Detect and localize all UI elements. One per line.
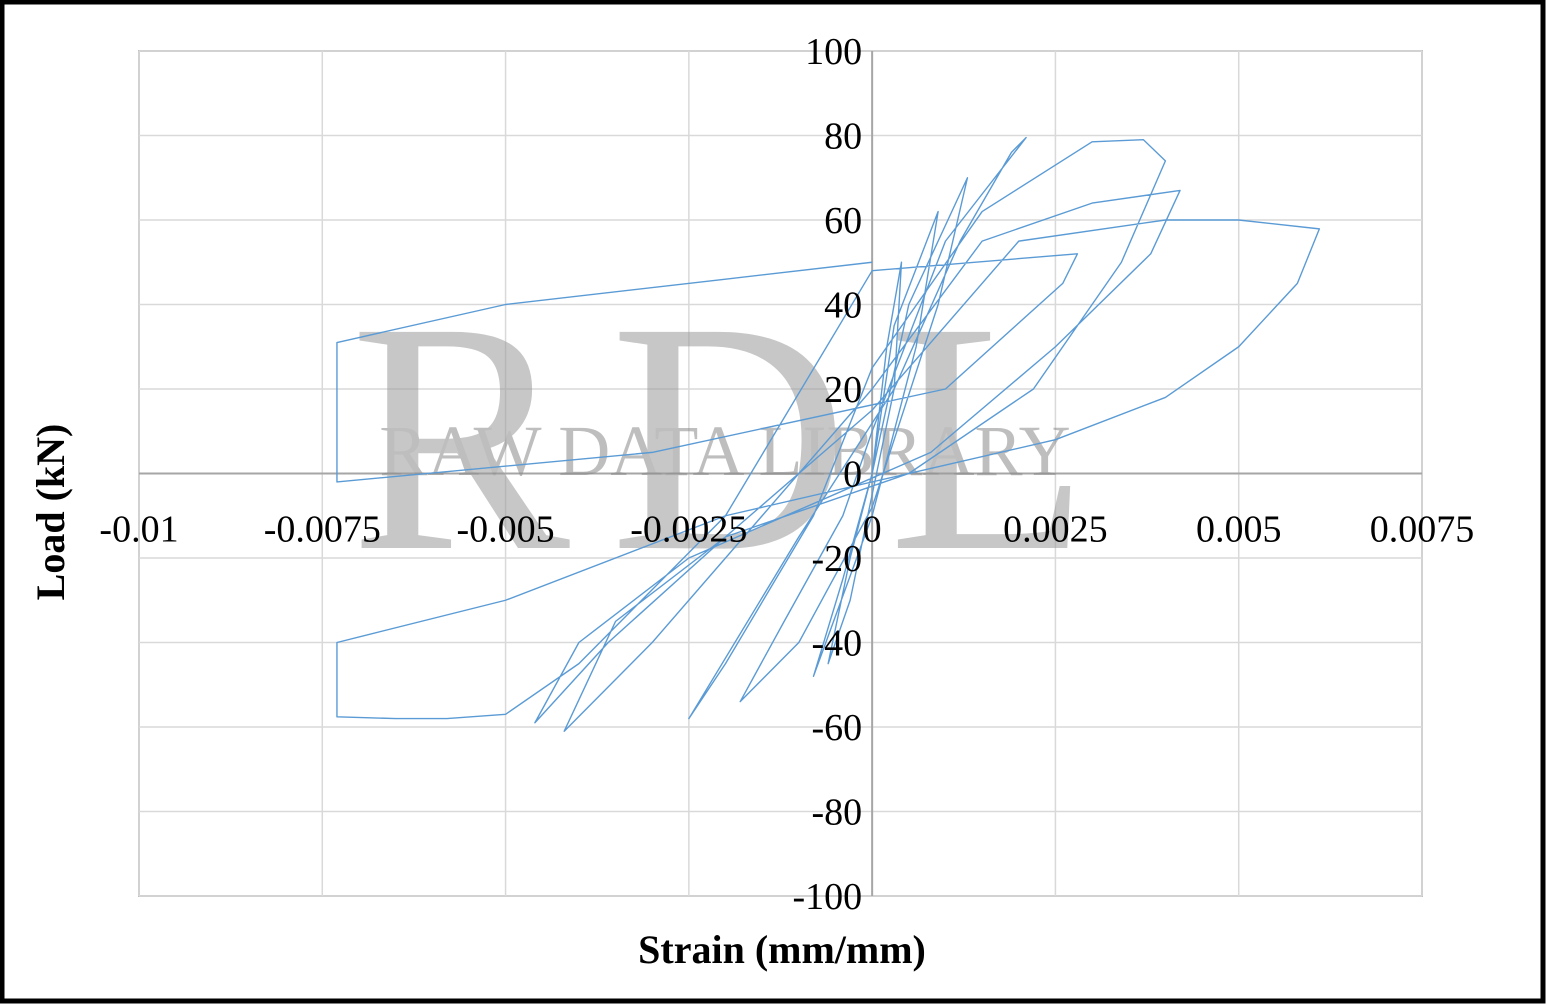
y-tick-label: 60 xyxy=(824,200,862,242)
x-tick-label: 0.0075 xyxy=(1370,509,1475,551)
y-tick-label: -40 xyxy=(811,623,862,665)
x-tick-label: 0 xyxy=(863,509,882,551)
x-tick-label: 0.005 xyxy=(1196,509,1282,551)
x-tick-label: -0.01 xyxy=(99,509,178,551)
x-tick-label: -0.005 xyxy=(456,509,554,551)
y-tick-label: 0 xyxy=(843,454,862,496)
x-axis-title: Strain (mm/mm) xyxy=(638,927,926,972)
y-tick-label: -80 xyxy=(811,792,862,834)
series-line xyxy=(336,136,1321,732)
y-tick-label: 80 xyxy=(824,116,862,158)
x-tick-label: -0.0075 xyxy=(264,509,381,551)
y-tick-label: -20 xyxy=(811,538,862,580)
y-tick-label: -60 xyxy=(811,707,862,749)
y-tick-label: 20 xyxy=(824,369,862,411)
watermark-text: RAW DATA LIBRARY xyxy=(379,411,1070,491)
x-tick-label: 0.0025 xyxy=(1003,509,1108,551)
y-tick-label: -100 xyxy=(792,876,862,918)
y-tick-label: 40 xyxy=(824,285,862,327)
y-axis-title: Load (kN) xyxy=(28,424,73,601)
x-tick-label: -0.0025 xyxy=(630,509,747,551)
y-tick-label: 100 xyxy=(805,31,862,73)
